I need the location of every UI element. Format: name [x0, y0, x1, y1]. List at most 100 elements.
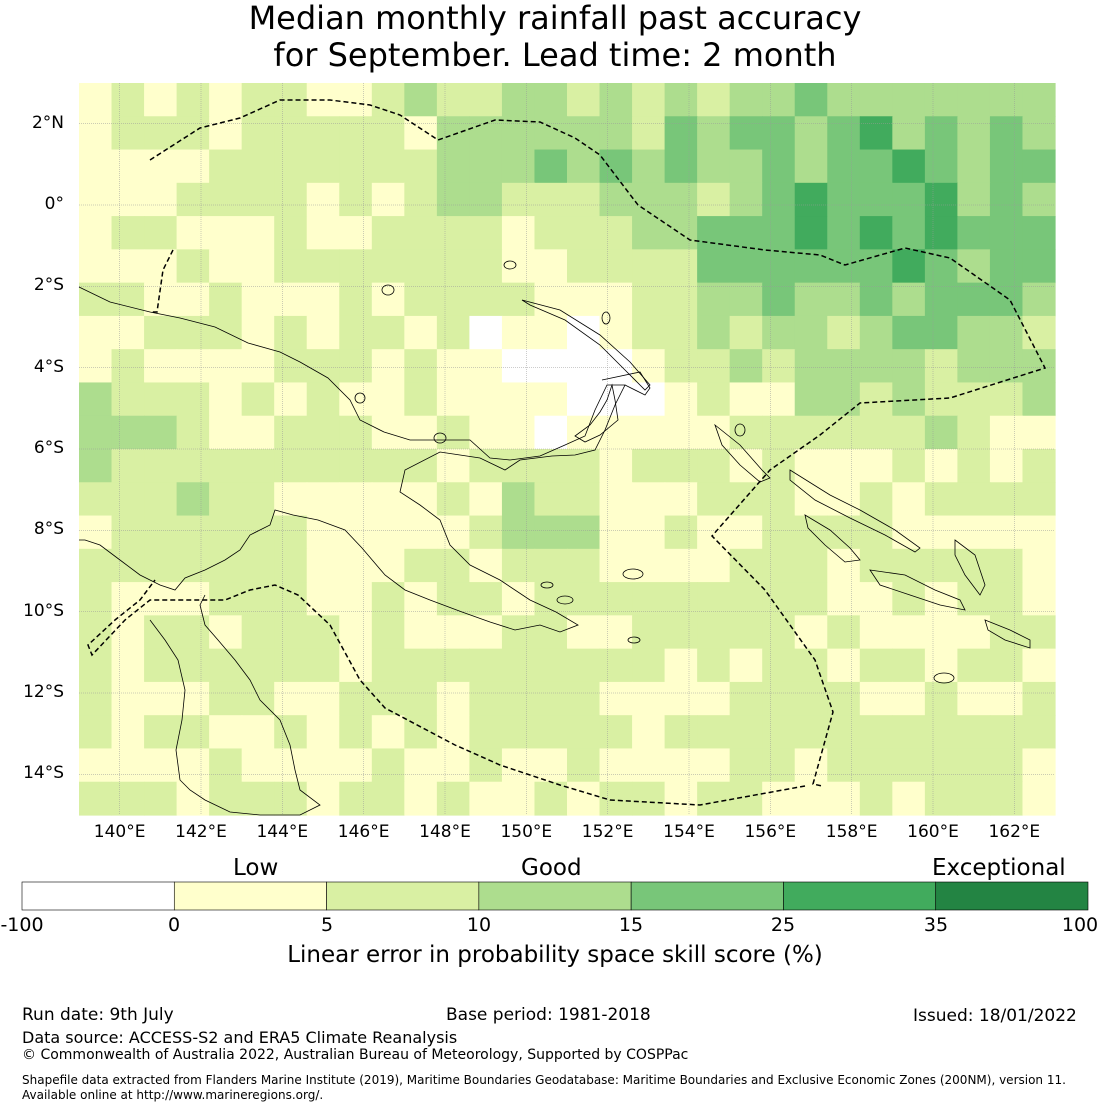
- skill-cell: [436, 83, 470, 117]
- skill-cell: [989, 149, 1024, 184]
- skill-cell: [404, 781, 438, 816]
- skill-cell: [794, 282, 828, 317]
- skill-cell: [209, 249, 243, 284]
- skill-cell: [1022, 548, 1056, 583]
- skill-cell: [274, 315, 308, 350]
- skill-cell: [729, 149, 763, 184]
- skill-cell: [534, 648, 568, 683]
- skill-cell: [599, 582, 633, 616]
- skill-cell: [697, 216, 731, 250]
- skill-cell: [144, 482, 178, 517]
- skill-cell: [534, 149, 568, 184]
- skill-cell: [794, 249, 828, 284]
- skill-cell: [729, 315, 763, 350]
- skill-cell: [404, 681, 438, 716]
- skill-cell: [274, 648, 308, 683]
- skill-cell: [859, 116, 893, 151]
- skill-cell: [957, 681, 991, 716]
- skill-cell: [79, 382, 113, 417]
- skill-cell: [274, 482, 308, 517]
- skill-cell: [567, 582, 601, 616]
- skill-cell: [306, 415, 340, 450]
- skill-cell: [469, 282, 503, 317]
- skill-cell: [209, 482, 243, 517]
- skill-cell: [436, 482, 470, 517]
- skill-cell: [567, 715, 601, 750]
- skill-cell: [176, 648, 210, 683]
- skill-cell: [241, 216, 275, 250]
- skill-cell: [924, 615, 958, 650]
- bougainville-coast: [714, 423, 771, 483]
- skill-cell: [241, 582, 275, 616]
- skill-cell: [989, 548, 1024, 583]
- skill-cell: [892, 315, 926, 350]
- skill-cell: [241, 249, 275, 284]
- skill-cell: [436, 382, 470, 417]
- skill-cell: [827, 781, 861, 816]
- skill-cell: [306, 216, 340, 250]
- new-georgia-coast: [804, 514, 861, 563]
- x-tick-label: 160°E: [907, 822, 959, 842]
- skill-cell: [241, 615, 275, 650]
- skill-cell: [632, 482, 666, 517]
- skill-cell: [567, 615, 601, 650]
- skill-cell: [664, 648, 698, 683]
- skill-cell: [1022, 781, 1056, 816]
- skill-cell: [501, 116, 536, 151]
- skill-cell: [859, 449, 893, 483]
- skill-cell: [989, 282, 1024, 317]
- skill-cell: [111, 582, 145, 616]
- skill-cell: [664, 249, 698, 284]
- skill-cell: [209, 116, 243, 151]
- skill-cell: [144, 648, 178, 683]
- skill-cell: [241, 282, 275, 317]
- skill-cell: [79, 349, 113, 384]
- skill-cell: [632, 216, 666, 250]
- skill-cell: [469, 249, 503, 284]
- skill-cell: [404, 482, 438, 517]
- skill-cell: [436, 449, 470, 483]
- skill-cell: [1022, 83, 1056, 117]
- skill-cell: [209, 83, 243, 117]
- skill-cell: [111, 781, 145, 816]
- skill-cell: [241, 515, 275, 550]
- skill-cell: [892, 83, 926, 117]
- skill-cell: [339, 482, 373, 517]
- skill-cell: [664, 83, 698, 117]
- skill-cell: [567, 182, 601, 217]
- skill-cell: [1022, 482, 1056, 517]
- skill-cell: [209, 715, 243, 750]
- skill-cell: [339, 149, 373, 184]
- skill-cell: [111, 748, 145, 783]
- skill-cell: [144, 83, 178, 117]
- map-title-line1: Median monthly rainfall past accuracy: [248, 0, 862, 37]
- skill-cell: [729, 781, 763, 816]
- skill-cell: [762, 715, 796, 750]
- skill-cell: [827, 648, 861, 683]
- skill-cell: [241, 116, 275, 151]
- skill-cell: [827, 349, 861, 384]
- skill-cell: [501, 349, 536, 384]
- skill-cell: [501, 715, 536, 750]
- skill-cell: [924, 149, 958, 184]
- skill-cell: [241, 715, 275, 750]
- skill-cell: [144, 116, 178, 151]
- skill-cell: [144, 781, 178, 816]
- skill-cell: [241, 449, 275, 483]
- skill-cell: [957, 249, 991, 284]
- skill-cell: [404, 182, 438, 217]
- skill-cell: [306, 382, 340, 417]
- skill-cell: [989, 781, 1024, 816]
- skill-cell: [371, 382, 405, 417]
- skill-cell: [697, 748, 731, 783]
- skill-cell: [632, 149, 666, 184]
- coastlines: [78, 260, 1031, 816]
- skill-cell: [111, 415, 145, 450]
- skill-cell: [209, 582, 243, 616]
- skill-cell: [306, 182, 340, 217]
- island: [622, 568, 644, 580]
- skill-cell: [144, 249, 178, 284]
- skill-cell: [924, 748, 958, 783]
- colorbar-segment: [478, 881, 632, 911]
